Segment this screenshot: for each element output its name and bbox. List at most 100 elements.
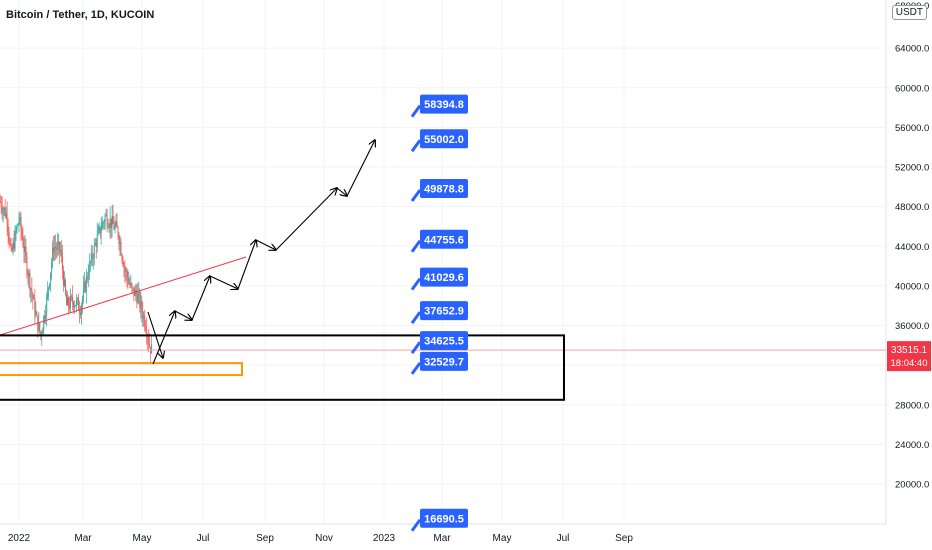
projection-arrow (152, 311, 175, 365)
candle (106, 208, 108, 233)
candle-body (124, 266, 126, 272)
time-tick-label: Sep (615, 533, 633, 544)
candle (84, 279, 86, 294)
target-label: 37652.9 (410, 301, 468, 325)
candle-body (23, 246, 25, 252)
target-label-box (420, 94, 468, 114)
candle-body (86, 276, 88, 280)
candle-body (42, 329, 44, 334)
candle-body (33, 297, 35, 300)
candle-body (47, 289, 49, 297)
candle-body (8, 232, 10, 242)
candle (94, 238, 96, 246)
candle (59, 241, 61, 264)
currency-badge[interactable]: USDT (891, 5, 927, 20)
candle-body (89, 262, 91, 264)
candle-body (110, 218, 112, 228)
candle-body (22, 237, 24, 247)
candle (27, 268, 29, 285)
candle-body (39, 322, 41, 332)
candle-body (67, 297, 68, 306)
candle-body (45, 314, 47, 319)
projection-arrow (209, 275, 238, 289)
candle (132, 286, 134, 293)
candle (148, 329, 150, 353)
candle (63, 265, 64, 292)
candle (43, 314, 45, 335)
target-label-pointer (410, 341, 422, 354)
time-tick-label: 2023 (373, 533, 396, 544)
price-tick-label: 60000.0 (895, 83, 929, 94)
candle (50, 272, 52, 292)
candle (108, 223, 110, 233)
candle (88, 253, 90, 280)
candle-body (92, 258, 94, 260)
candle-body (60, 250, 62, 252)
candle-body (112, 216, 114, 225)
target-label-box (420, 351, 468, 371)
candle-body (21, 230, 23, 238)
price-tick-label: 48000.0 (895, 202, 929, 213)
candle-body (105, 214, 107, 216)
target-label-pointer (410, 139, 422, 153)
candle-body (29, 273, 31, 291)
candle-body (38, 322, 40, 331)
candle (82, 275, 84, 304)
candle-body (13, 242, 15, 249)
target-label-box (420, 301, 468, 321)
candle-body (108, 227, 110, 228)
candle (14, 225, 16, 252)
candle (103, 219, 105, 230)
target-label-pointer (410, 277, 422, 291)
candle-body (90, 252, 92, 263)
candle-body (32, 293, 34, 300)
candle-body (96, 234, 98, 247)
candle (142, 301, 144, 327)
target-label: 44755.6 (410, 229, 468, 253)
candlestick-series (0, 194, 153, 364)
target-label-text: 37652.9 (424, 306, 464, 318)
last-price-badge-bg (887, 341, 931, 372)
candle (37, 315, 39, 338)
candle (46, 292, 48, 327)
candle (70, 288, 71, 313)
candle-body (7, 223, 9, 233)
projection-arrow (346, 140, 375, 197)
candle (0, 194, 1, 204)
bar-countdown: 18:04:40 (891, 358, 928, 369)
candle (15, 225, 17, 242)
candle (91, 245, 93, 267)
candle-body (122, 259, 124, 266)
candle-body (132, 287, 134, 289)
candle-body (133, 287, 135, 296)
candle-body (16, 225, 18, 231)
candle (76, 297, 78, 306)
candle-body (118, 235, 120, 245)
candle (53, 236, 55, 261)
candle-body (145, 326, 147, 331)
candle (47, 281, 49, 301)
candle (3, 206, 5, 216)
target-labels: 58394.8 55002.0 49878.8 44755.6 41029.6 37652… (410, 94, 468, 532)
candle (11, 244, 13, 253)
chart-grid (0, 0, 887, 525)
target-label-box (420, 229, 468, 249)
target-label: 41029.6 (410, 267, 468, 291)
target-label-text: 34625.5 (424, 336, 464, 348)
projection-arrow (275, 188, 337, 251)
price-tick-label: 40000.0 (895, 281, 929, 292)
candle-body (75, 299, 77, 306)
candle (7, 217, 9, 245)
candle-body (30, 288, 32, 291)
candle (22, 227, 24, 249)
candle (52, 240, 54, 269)
candle-body (43, 316, 45, 330)
candle (110, 218, 112, 239)
candle (0, 196, 2, 215)
candle (64, 271, 65, 288)
candle (74, 305, 76, 307)
candle-body (97, 230, 99, 235)
candle-body (4, 207, 6, 217)
